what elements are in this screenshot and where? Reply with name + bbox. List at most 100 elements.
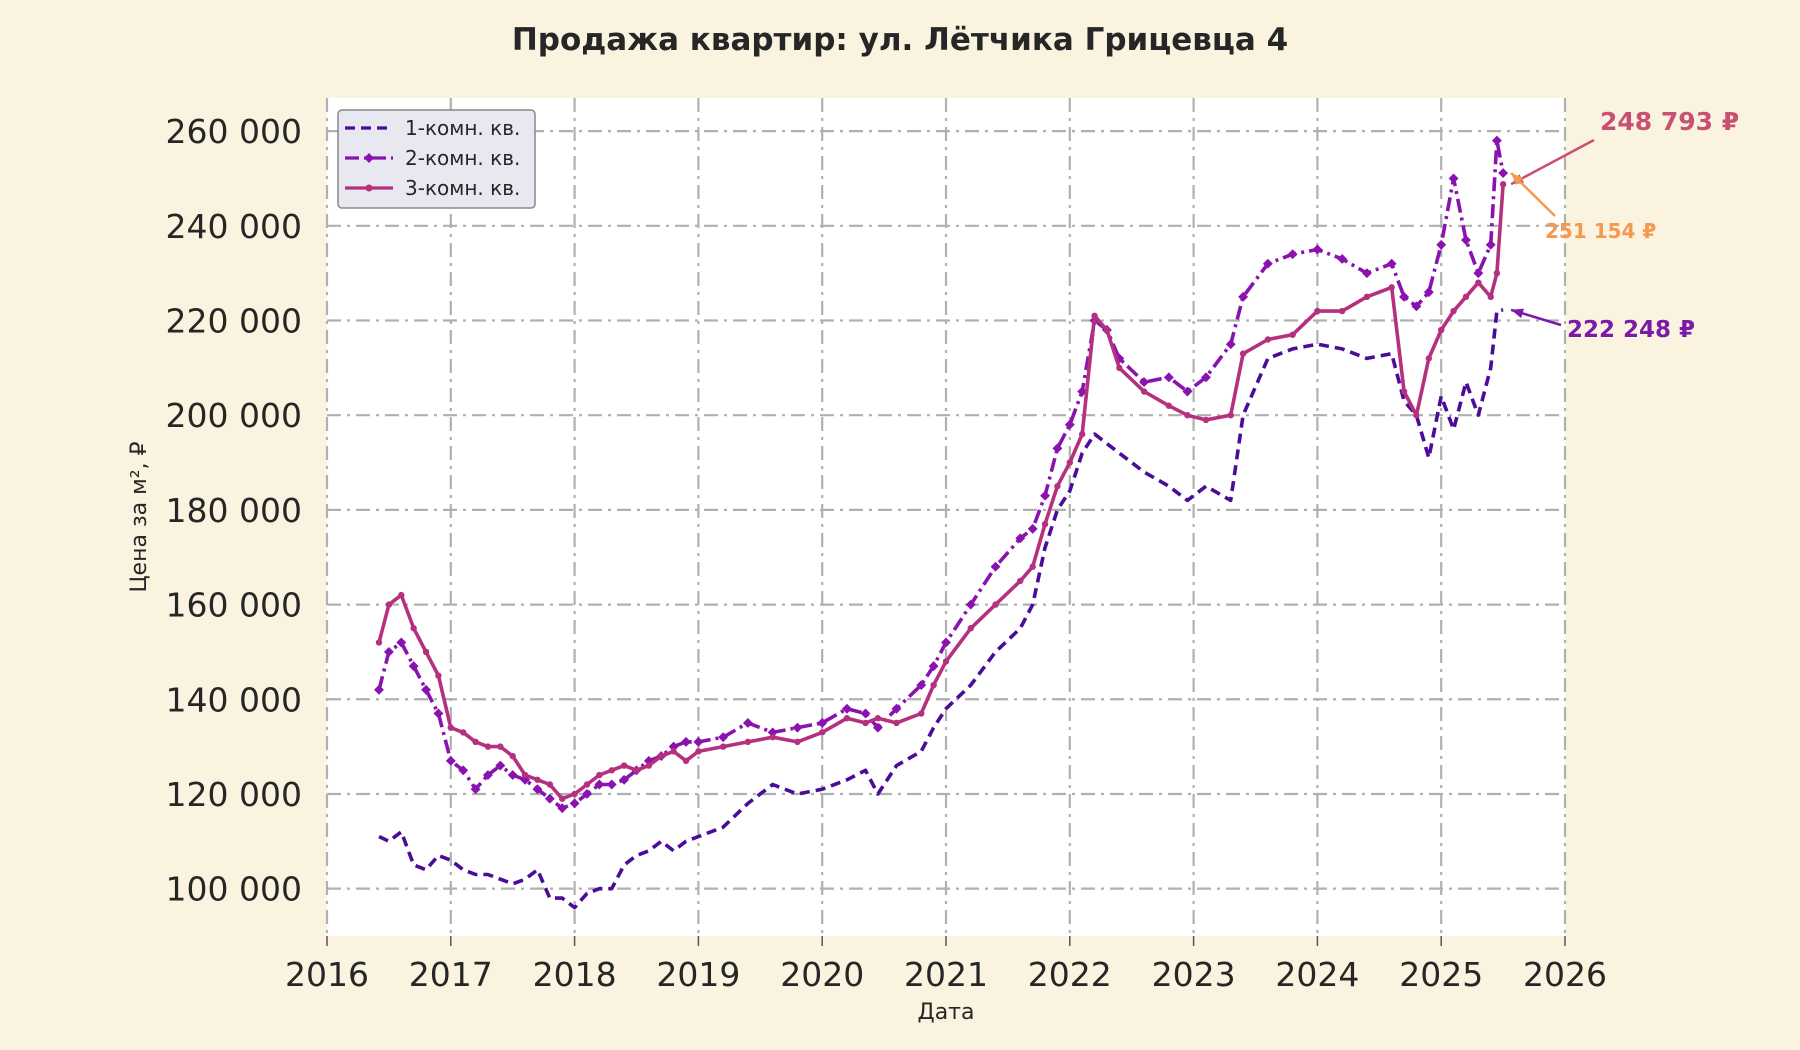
data-point bbox=[1287, 249, 1298, 260]
data-point bbox=[718, 732, 729, 743]
y-tick-label: 240 000 bbox=[166, 207, 302, 246]
data-point bbox=[559, 795, 566, 802]
data-point bbox=[794, 738, 801, 746]
y-axis-label: Цена за м², ₽ bbox=[127, 441, 152, 592]
data-point bbox=[582, 789, 592, 799]
data-point bbox=[1262, 258, 1273, 269]
data-point bbox=[1448, 173, 1459, 184]
data-point bbox=[681, 736, 691, 747]
data-point bbox=[619, 774, 630, 785]
annotation-arrow bbox=[1510, 138, 1595, 186]
data-point bbox=[1312, 244, 1323, 255]
data-point bbox=[495, 760, 506, 771]
x-axis-label: Дата bbox=[918, 1000, 975, 1025]
y-tick-label: 100 000 bbox=[166, 870, 302, 909]
data-point bbox=[695, 748, 702, 755]
data-point bbox=[941, 637, 951, 648]
annotation-arrowhead bbox=[1511, 173, 1524, 185]
y-tick-label: 160 000 bbox=[166, 586, 302, 625]
data-point bbox=[916, 680, 927, 691]
legend-label: 2-комн. кв. bbox=[405, 146, 520, 170]
data-point bbox=[682, 757, 690, 765]
annotation-label: 222 248 ₽ bbox=[1567, 317, 1695, 343]
y-tick-label: 120 000 bbox=[166, 775, 302, 814]
data-point bbox=[583, 781, 591, 788]
data-point bbox=[445, 755, 456, 766]
x-tick-label: 2018 bbox=[533, 955, 617, 994]
data-point bbox=[1399, 291, 1410, 302]
data-point bbox=[1438, 326, 1445, 334]
data-point bbox=[398, 591, 405, 599]
series-2 bbox=[374, 135, 1509, 814]
series-layer bbox=[374, 135, 1509, 910]
data-point bbox=[1163, 372, 1174, 383]
data-point bbox=[408, 661, 419, 672]
data-point bbox=[1182, 386, 1193, 397]
data-point bbox=[1386, 258, 1397, 269]
legend-label: 1-комн. кв. bbox=[405, 116, 520, 140]
annotation-label: 251 154 ₽ bbox=[1545, 219, 1656, 243]
data-point bbox=[1337, 254, 1348, 264]
x-tick-label: 2023 bbox=[1152, 955, 1236, 994]
data-point bbox=[1498, 168, 1509, 178]
data-point bbox=[433, 708, 444, 719]
y-tick-label: 180 000 bbox=[166, 491, 302, 530]
data-point bbox=[546, 781, 554, 788]
y-tick-label: 140 000 bbox=[166, 680, 302, 719]
y-tick-label: 200 000 bbox=[166, 396, 302, 435]
y-axis: 100 000 120 000 140 000 160 000 180 000 200 0… bbox=[166, 112, 302, 909]
data-point bbox=[470, 784, 481, 795]
data-point bbox=[594, 779, 605, 790]
data-point bbox=[521, 771, 529, 779]
data-point bbox=[1475, 279, 1482, 286]
data-point bbox=[1499, 181, 1507, 188]
legend-frame bbox=[337, 109, 536, 209]
data-point bbox=[1066, 459, 1074, 466]
data-point bbox=[447, 724, 454, 731]
annotation-label: 248 793 ₽ bbox=[1600, 107, 1739, 136]
data-point bbox=[557, 803, 568, 814]
data-point bbox=[1425, 355, 1433, 362]
data-point bbox=[1165, 402, 1173, 409]
x-tick-label: 2021 bbox=[904, 955, 988, 994]
x-tick-label: 2024 bbox=[1275, 955, 1359, 994]
data-point bbox=[872, 722, 883, 733]
data-point bbox=[1103, 326, 1111, 334]
data-point bbox=[1202, 416, 1210, 424]
data-point bbox=[383, 646, 394, 657]
data-point bbox=[544, 793, 555, 804]
data-point bbox=[385, 601, 393, 608]
data-point bbox=[965, 599, 976, 610]
data-point bbox=[606, 779, 617, 790]
data-point bbox=[719, 743, 727, 750]
data-point bbox=[1363, 293, 1371, 301]
x-axis: 2016 2017 2018 2019 2020 2021 2022 2023 2024 2025… bbox=[285, 936, 1607, 994]
data-point bbox=[742, 717, 753, 728]
data-point bbox=[1239, 350, 1247, 357]
x-tick-label: 2016 bbox=[285, 955, 369, 994]
data-point bbox=[633, 767, 640, 774]
data-point bbox=[1473, 268, 1484, 279]
data-point bbox=[658, 752, 665, 760]
data-point bbox=[843, 715, 851, 722]
legend-marker bbox=[364, 153, 374, 163]
data-point bbox=[1238, 291, 1249, 302]
series-1 bbox=[378, 308, 1504, 910]
data-point bbox=[767, 727, 778, 738]
data-point bbox=[928, 661, 939, 672]
data-point bbox=[1091, 312, 1098, 319]
data-point bbox=[1413, 412, 1420, 419]
series-line bbox=[378, 308, 1504, 910]
data-point bbox=[1040, 490, 1050, 501]
x-tick-label: 2020 bbox=[780, 955, 864, 994]
data-point bbox=[1116, 364, 1123, 372]
data-point bbox=[918, 710, 925, 717]
data-point bbox=[693, 736, 704, 747]
data-point bbox=[860, 708, 871, 719]
data-point bbox=[497, 743, 504, 750]
data-point bbox=[509, 752, 516, 760]
x-tick-label: 2025 bbox=[1399, 955, 1483, 994]
data-point bbox=[792, 722, 803, 733]
